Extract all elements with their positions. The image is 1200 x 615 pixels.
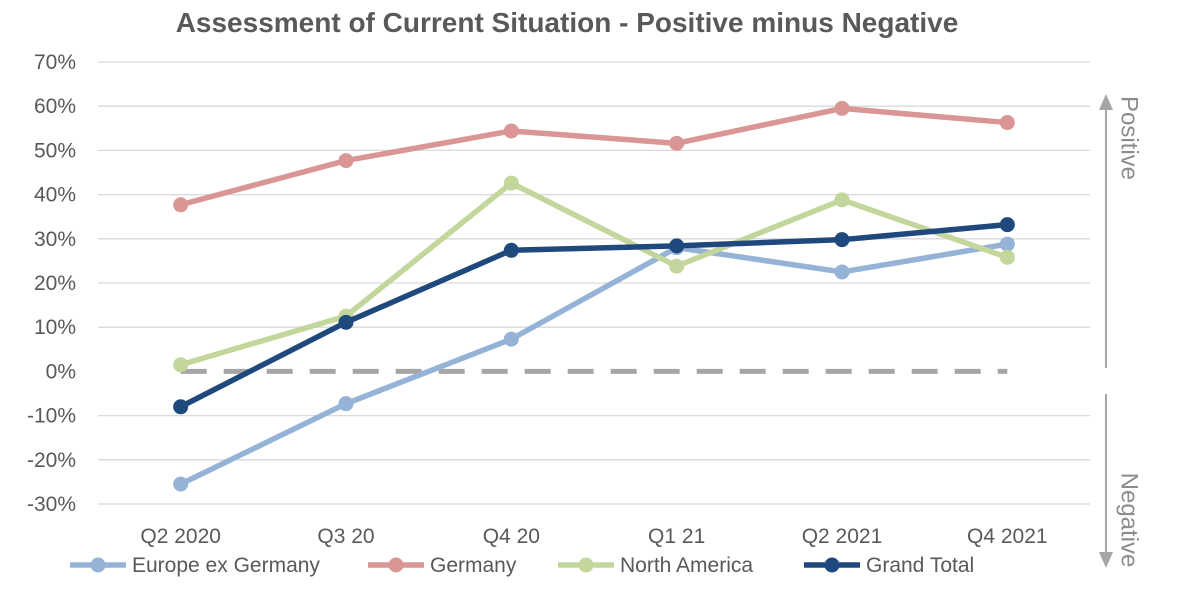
x-axis-ticks: Q2 2020 Q3 20 Q4 20 Q1 21 Q2 2021 Q4 2021 [140, 525, 1047, 548]
legend-label: Germany [430, 554, 517, 577]
negative-arrow-head [1099, 552, 1113, 568]
x-tick-label: Q2 2021 [802, 525, 883, 548]
series-north-america [173, 175, 1015, 373]
legend-item: Grand Total [804, 554, 974, 577]
data-point [999, 217, 1015, 233]
data-point [173, 399, 189, 415]
data-point [669, 135, 685, 151]
y-tick-label: 50% [34, 139, 76, 162]
y-tick-label: 40% [34, 184, 76, 207]
data-point [999, 249, 1015, 265]
y-tick-label: 20% [34, 272, 76, 295]
chart-title: Assessment of Current Situation - Positi… [176, 7, 959, 38]
series-line [179, 105, 1008, 208]
legend-swatch-marker [824, 557, 840, 573]
series-germany [173, 100, 1015, 213]
data-point [503, 242, 519, 258]
y-tick-label: 0% [46, 360, 76, 383]
negative-label: Negative [1116, 473, 1143, 568]
y-tick-label: 30% [34, 228, 76, 251]
data-point [999, 115, 1015, 131]
x-tick-label: Q3 20 [317, 525, 374, 548]
series-line [179, 180, 1009, 368]
legend-swatch-marker [90, 557, 106, 573]
legend-label: Europe ex Germany [132, 554, 320, 577]
legend-item: Germany [368, 554, 517, 577]
x-tick-label: Q4 2021 [967, 525, 1048, 548]
data-point [834, 100, 850, 116]
y-tick-label: 10% [34, 316, 76, 339]
direction-indicator: Positive Negative [1099, 94, 1143, 568]
positive-arrow-head [1099, 94, 1113, 110]
y-axis-ticks: 70% 60% 50% 40% 30% 20% 10% 0% -10% -20% -30% [27, 51, 76, 516]
y-tick-label: 60% [34, 95, 76, 118]
series-line [179, 241, 1008, 487]
data-point [173, 197, 189, 213]
legend-item: Europe ex Germany [70, 554, 320, 577]
legend-label: North America [620, 554, 753, 577]
data-point [503, 175, 519, 191]
x-tick-label: Q1 21 [648, 525, 705, 548]
data-point [173, 476, 189, 492]
data-point [834, 264, 850, 280]
legend: Europe ex Germany Germany North America Gra… [70, 554, 974, 577]
series-group [173, 100, 1015, 492]
data-point [338, 314, 354, 330]
y-tick-label: -10% [27, 405, 76, 428]
data-point [338, 396, 354, 412]
data-point [999, 236, 1015, 252]
data-point [173, 357, 189, 373]
x-tick-label: Q2 2020 [140, 525, 221, 548]
positive-label: Positive [1116, 96, 1143, 180]
legend-label: Grand Total [866, 554, 974, 577]
data-point [834, 192, 850, 208]
data-point [669, 258, 685, 274]
series-europe-ex-germany [173, 236, 1015, 492]
legend-swatch-marker [388, 557, 404, 573]
y-tick-label: -30% [27, 493, 76, 516]
series-line [179, 221, 1008, 410]
data-point [669, 238, 685, 254]
y-tick-label: 70% [34, 51, 76, 74]
data-point [338, 153, 354, 169]
gridlines [98, 61, 1090, 505]
legend-swatch-marker [578, 557, 594, 573]
data-point [834, 232, 850, 248]
y-tick-label: -20% [27, 449, 76, 472]
data-point [503, 123, 519, 139]
series-grand-total [173, 217, 1015, 415]
data-point [503, 331, 519, 347]
x-tick-label: Q4 20 [483, 525, 540, 548]
legend-item: North America [558, 554, 753, 577]
